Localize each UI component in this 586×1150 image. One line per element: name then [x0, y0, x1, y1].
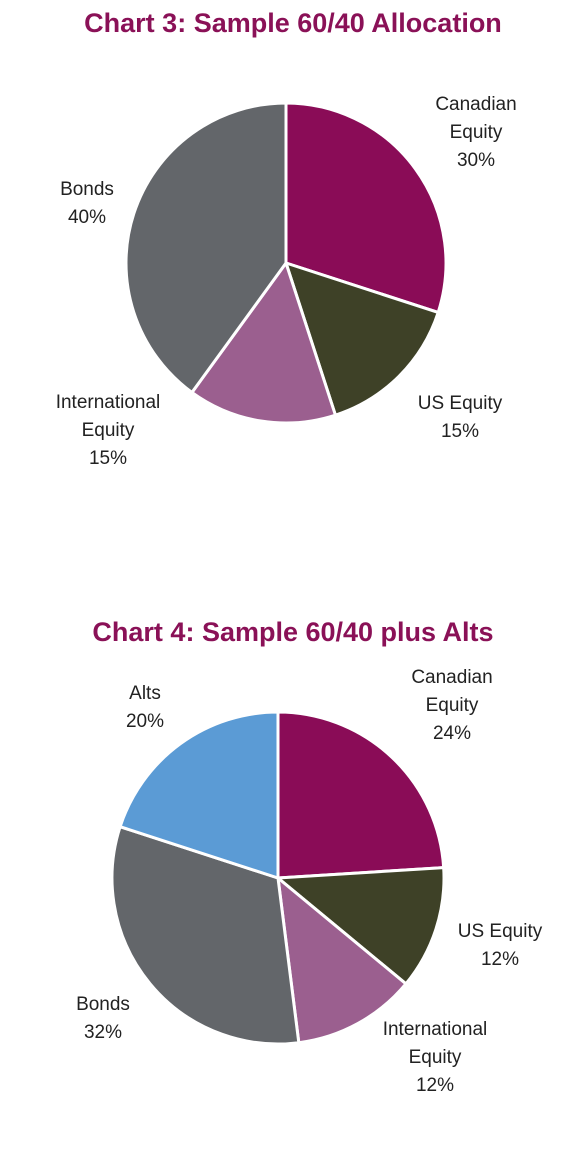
chart-3-label-bonds: Bonds 40% — [60, 179, 114, 228]
chart-4-label-bonds: Bonds 32% — [76, 994, 130, 1043]
chart-4-value-bonds: 32% — [84, 1022, 122, 1043]
chart-3-title: Chart 3: Sample 60/40 Allocation — [84, 8, 502, 38]
chart-4-label-canadian-equity: Canadian Equity 24% — [411, 667, 492, 744]
chart-4-slice-bonds — [110, 825, 301, 1046]
chart-4-title: Chart 4: Sample 60/40 plus Alts — [92, 617, 494, 647]
chart-3-value-bonds: 40% — [68, 207, 106, 228]
chart-3-value-international-equity: 15% — [89, 448, 127, 469]
chart-4-slice-us-equity — [276, 866, 446, 986]
chart-4-value-canadian-equity: 24% — [433, 723, 471, 744]
chart-3-label-us-equity: US Equity 15% — [418, 393, 503, 442]
chart-4-slice-alts — [118, 710, 280, 880]
chart-4-value-alts: 20% — [126, 711, 164, 732]
chart-4-value-international-equity: 12% — [416, 1075, 454, 1096]
chart-3-label-canadian-equity: Canadian Equity 30% — [435, 94, 516, 171]
chart-4-pie: Canadian Equity 24% US Equity 12% Internation… — [76, 667, 543, 1096]
chart-3-slice-bonds — [124, 101, 288, 394]
chart-3-label-international-equity: International Equity 15% — [56, 392, 161, 469]
chart-4-value-us-equity: 12% — [481, 949, 519, 970]
chart-3-slice-canadian-equity — [284, 101, 448, 314]
chart-3-pie: Canadian Equity 30% US Equity 15% Internation… — [56, 94, 517, 469]
chart-4-slice-canadian-equity — [276, 710, 446, 880]
chart-4-slice-international-equity — [276, 876, 408, 1045]
chart-3-value-canadian-equity: 30% — [457, 150, 495, 171]
chart-4-label-us-equity: US Equity 12% — [458, 921, 543, 970]
chart-4-label-alts: Alts 20% — [126, 683, 164, 732]
chart-3-value-us-equity: 15% — [441, 421, 479, 442]
chart-4-label-international-equity: International Equity 12% — [383, 1019, 488, 1096]
chart-3-slice-international-equity — [190, 261, 337, 425]
